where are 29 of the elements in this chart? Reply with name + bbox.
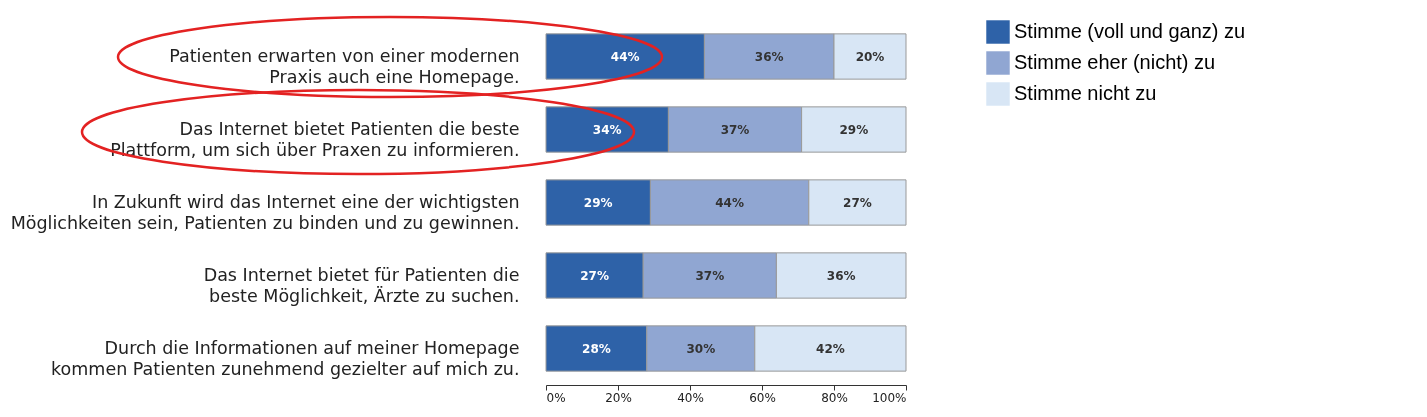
- x-tick-label: 80%: [821, 390, 848, 405]
- data-label: 44%: [610, 49, 640, 64]
- legend-label: Stimme eher (nicht) zu: [1014, 51, 1216, 73]
- y-tick-label: Durch die Informationen auf meiner Homepage kommen Patienten zunehmend gezielter auf mich zu.: [51, 337, 520, 379]
- data-label: 28%: [582, 341, 611, 356]
- data-label: 30%: [686, 341, 716, 356]
- x-tick-label: 60%: [749, 390, 776, 405]
- legend-label: Stimme nicht zu: [1014, 82, 1157, 104]
- data-label: 44%: [715, 195, 744, 210]
- y-tick-label: Das Internet bietet für Patienten die beste Möglichkeit, Ärzte zu suchen.: [203, 264, 520, 306]
- data-label: 27%: [843, 195, 872, 210]
- y-tick-label: Patienten erwarten von einer modernen Praxis auch eine Homepage.: [169, 45, 520, 87]
- x-tick-label: 100%: [872, 390, 907, 405]
- data-label: 34%: [592, 122, 622, 137]
- y-tick-label: In Zukunft wird das Internet eine der wichtigsten Möglichkeiten sein, Patienten zu binden und zu gewinnen.: [10, 191, 520, 233]
- data-label: 29%: [583, 195, 613, 210]
- y-tick-label: Das Internet bietet Patienten die beste Plattform, um sich über Praxen zu informieren.: [110, 118, 520, 160]
- data-label: 36%: [826, 268, 856, 283]
- data-label: 37%: [720, 122, 750, 137]
- x-tick-label: 0%: [546, 390, 566, 405]
- x-tick-label: 40%: [677, 390, 704, 405]
- data-label: 20%: [855, 49, 885, 64]
- data-label: 36%: [754, 49, 784, 64]
- data-label: 29%: [839, 122, 869, 137]
- x-tick-label: 20%: [605, 390, 632, 405]
- data-label: 42%: [816, 341, 845, 356]
- data-label: 37%: [695, 268, 725, 283]
- data-label: 27%: [580, 268, 609, 283]
- legend-label: Stimme (voll und ganz) zu: [1014, 20, 1246, 42]
